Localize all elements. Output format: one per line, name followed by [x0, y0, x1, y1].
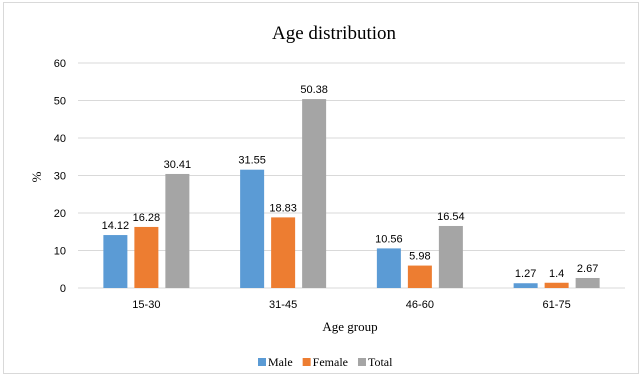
- bar-male-31-45: [240, 169, 265, 288]
- bar-total-61-75: [575, 277, 600, 288]
- legend-swatch-total: [357, 358, 366, 366]
- legend-label-total: Total: [368, 355, 393, 369]
- x-tick-label: 46-60: [406, 299, 434, 311]
- y-tick-label: 20: [54, 208, 66, 220]
- y-tick-label: 30: [54, 171, 66, 183]
- data-label: 18.83: [269, 202, 297, 214]
- legend-label-female: Female: [313, 355, 348, 369]
- bar-female-31-45: [271, 217, 296, 288]
- chart-title: Age distribution: [272, 23, 397, 44]
- y-tick-label: 60: [54, 58, 66, 70]
- data-label: 50.38: [300, 84, 328, 96]
- legend-swatch-male: [258, 358, 266, 366]
- data-label: 16.28: [133, 212, 161, 224]
- data-label: 2.67: [577, 263, 598, 275]
- y-tick-label: 50: [54, 96, 66, 108]
- bar-female-15-30: [134, 226, 159, 288]
- y-tick-label: 10: [54, 246, 66, 258]
- y-tick-label: 40: [54, 133, 66, 145]
- bar-male-61-75: [513, 283, 538, 288]
- gridlines: [78, 62, 625, 289]
- x-axis-ticks: 15-30 31-45 46-60 61-75: [132, 299, 570, 311]
- x-axis-label: Age group: [322, 319, 377, 334]
- data-label: 1.4: [549, 268, 564, 280]
- bar-total-15-30: [165, 173, 190, 288]
- data-label: 31.55: [238, 155, 266, 167]
- bars: [103, 99, 600, 288]
- data-label: 5.98: [409, 251, 430, 263]
- bar-male-15-30: [103, 235, 128, 288]
- bar-female-61-75: [544, 282, 569, 288]
- legend-label-male: Male: [268, 355, 293, 369]
- x-tick-label: 31-45: [269, 299, 297, 311]
- x-tick-label: 15-30: [132, 299, 160, 311]
- bar-total-31-45: [302, 99, 327, 288]
- data-label: 10.56: [375, 233, 403, 245]
- y-axis-label: %: [29, 171, 44, 182]
- legend-swatch-female: [302, 358, 311, 366]
- x-tick-label: 61-75: [543, 299, 571, 311]
- data-label: 14.12: [102, 220, 130, 232]
- bar-male-46-60: [376, 248, 401, 288]
- y-axis-ticks: 0 10 20 30 40 50 60: [54, 58, 66, 295]
- data-label: 16.54: [437, 211, 465, 223]
- y-tick-label: 0: [60, 283, 66, 295]
- data-label: 30.41: [164, 159, 192, 171]
- bar-total-46-60: [438, 225, 463, 288]
- legend: Male Female Total: [258, 355, 393, 369]
- bar-female-46-60: [407, 265, 432, 288]
- data-label: 1.27: [515, 268, 536, 280]
